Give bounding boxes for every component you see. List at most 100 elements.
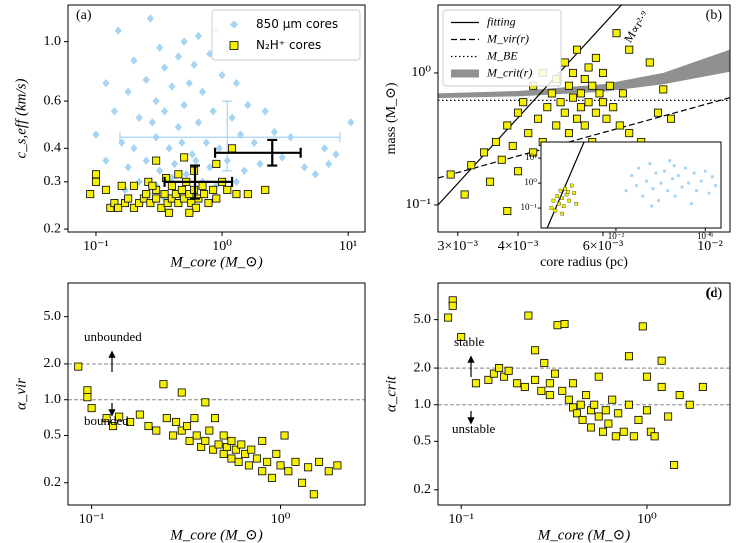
- point: [102, 414, 111, 423]
- point: [601, 406, 610, 415]
- point: [653, 108, 662, 117]
- point: [192, 156, 200, 165]
- point: [524, 129, 533, 138]
- point: [202, 138, 210, 147]
- point: [190, 60, 198, 69]
- point: [124, 87, 132, 97]
- point: [659, 181, 663, 185]
- point: [232, 190, 241, 199]
- point: [625, 129, 634, 138]
- point: [580, 121, 589, 130]
- annotation: unstable: [452, 421, 496, 436]
- point: [670, 460, 679, 469]
- point: [234, 457, 243, 466]
- point: [590, 400, 599, 409]
- point: [657, 382, 666, 391]
- error-bar-x: [163, 176, 234, 187]
- point: [576, 400, 585, 409]
- point: [280, 431, 289, 440]
- legend-label: fitting: [487, 14, 516, 28]
- point: [168, 82, 176, 91]
- point: [564, 129, 573, 138]
- point: [651, 187, 655, 191]
- point: [686, 181, 691, 185]
- point: [162, 414, 171, 423]
- point: [624, 400, 633, 409]
- x-tick-label: 10⁻²: [608, 231, 625, 241]
- legend-label: M_crit(r): [486, 65, 532, 79]
- point: [479, 148, 488, 157]
- point: [130, 144, 138, 153]
- point: [160, 63, 169, 72]
- point: [618, 89, 627, 98]
- point: [534, 114, 543, 123]
- point: [540, 359, 549, 368]
- point: [551, 369, 560, 378]
- point: [444, 313, 453, 322]
- point: [102, 156, 110, 165]
- point: [659, 85, 668, 94]
- point: [654, 171, 658, 175]
- error-bar-x: [119, 132, 341, 143]
- panel-label: (c): [706, 286, 722, 301]
- point: [625, 45, 634, 54]
- point: [152, 156, 161, 165]
- error-bar-y: [267, 138, 278, 167]
- point: [637, 166, 641, 170]
- point: [115, 412, 124, 421]
- point: [503, 121, 512, 130]
- panel-label: (a): [76, 8, 92, 23]
- point: [205, 426, 214, 435]
- y-tick-label: 10⁰: [524, 177, 537, 187]
- point: [114, 203, 123, 212]
- point: [560, 108, 569, 117]
- point: [486, 177, 495, 186]
- point: [513, 379, 522, 388]
- legend: fitting M_vir(r) M_BE M_crit(r): [442, 9, 562, 87]
- point: [219, 449, 228, 458]
- point: [315, 457, 324, 466]
- y-tick-label: 1.0: [414, 397, 432, 412]
- point: [599, 427, 608, 436]
- point: [215, 144, 223, 153]
- point: [232, 177, 241, 187]
- point: [185, 190, 194, 199]
- point: [495, 364, 504, 373]
- panel-label: (b): [706, 8, 723, 23]
- point: [555, 194, 559, 198]
- point: [609, 103, 618, 112]
- point: [608, 395, 617, 404]
- point: [212, 194, 221, 203]
- point: [231, 445, 240, 454]
- line: [546, 142, 585, 228]
- point: [124, 194, 133, 203]
- point: [185, 78, 193, 88]
- point: [598, 68, 607, 77]
- point: [200, 190, 209, 199]
- line: [438, 97, 730, 179]
- point: [180, 37, 188, 46]
- point: [291, 457, 300, 466]
- point: [267, 473, 276, 482]
- y-tick-label: 0.6: [44, 93, 62, 108]
- axes-frame: [67, 282, 366, 506]
- point: [300, 163, 309, 172]
- point: [227, 454, 236, 463]
- point: [630, 173, 634, 178]
- x-tick-label: 10⁻²: [697, 239, 723, 254]
- point: [664, 412, 673, 421]
- point: [160, 107, 169, 116]
- point: [564, 81, 573, 90]
- point: [256, 159, 264, 169]
- point: [642, 406, 651, 415]
- point: [198, 87, 207, 97]
- point: [165, 144, 173, 153]
- point: [152, 426, 161, 435]
- x-tick-label: 6×10⁻³: [583, 239, 623, 254]
- point: [489, 369, 498, 378]
- point: [594, 372, 603, 381]
- point: [86, 190, 95, 199]
- point: [87, 404, 96, 413]
- axes-frame: [67, 4, 366, 233]
- point: [180, 153, 189, 162]
